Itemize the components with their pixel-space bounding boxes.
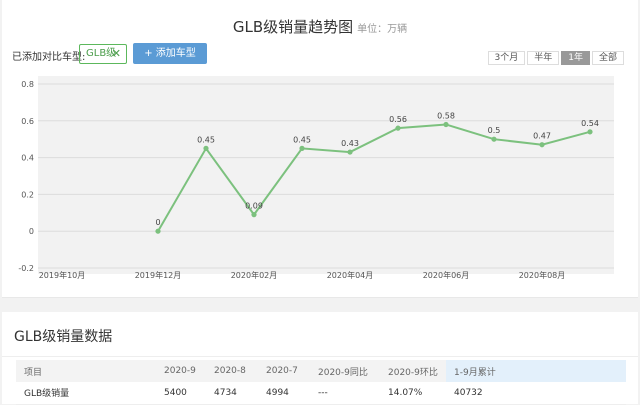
cell-mom: 14.07% [380, 382, 446, 405]
compare-tag[interactable]: GLB级 ✕ [79, 44, 127, 64]
table-heading: GLB级销量数据 [14, 329, 113, 345]
y-tick-label: 0.8 [21, 80, 34, 89]
y-tick-label: 0 [29, 227, 34, 236]
data-point[interactable] [251, 212, 257, 218]
data-point[interactable] [203, 145, 209, 151]
data-point[interactable] [299, 145, 305, 151]
col-item: 项目 [24, 367, 43, 378]
cell-2020-7: 4994 [258, 382, 310, 405]
data-label: 0.45 [293, 135, 311, 144]
chart-unit: 单位：万辆 [357, 24, 408, 35]
y-tick-label: -0.2 [18, 264, 34, 273]
compare-label: 已添加对比车型: [12, 52, 86, 63]
y-tick-label: 0.4 [21, 154, 34, 163]
compare-tag-label: GLB级 [86, 48, 117, 59]
col-2020-7: 2020-7 [266, 366, 298, 376]
table-header-row: 项目 2020-9 2020-8 2020-7 2020-9同比 2020-9环… [16, 360, 626, 382]
range-option-all[interactable]: 全部 [591, 51, 624, 65]
data-point[interactable] [539, 142, 545, 148]
data-label: 0.54 [581, 119, 599, 128]
data-label: 0.58 [437, 111, 455, 120]
col-yoy: 2020-9同比 [318, 367, 368, 378]
chart-title-text: GLB级销量趋势图 [232, 18, 354, 36]
data-point[interactable] [587, 129, 593, 135]
table-row: GLB级销量 5400 4734 4994 --- 14.07% 40732 [16, 382, 626, 405]
col-2020-8: 2020-8 [214, 366, 246, 376]
sales-data-panel: GLB级销量数据 项目 2020-9 2020-8 2020-7 2020-9同… [2, 312, 638, 405]
sales-trend-chart: 0.8 0.6 0.4 0.2 0 -0.2 2019年10月 2019年12月 2020年0… [18, 76, 614, 280]
x-tick-label: 2019年10月 [39, 270, 86, 280]
close-icon[interactable]: ✕ [111, 47, 121, 60]
range-option-3m[interactable]: 3个月 [487, 51, 526, 65]
add-model-button[interactable]: + 添加车型 [133, 43, 207, 64]
range-option-6m[interactable]: 半年 [527, 51, 560, 65]
data-point[interactable] [491, 136, 497, 142]
cell-2020-8: 4734 [206, 382, 258, 405]
trend-panel: GLB级销量趋势图 单位：万辆 已添加对比车型: GLB级 ✕ + 添加车型 3个… [2, 0, 638, 298]
cell-yoy: --- [310, 382, 380, 405]
data-label: 0.5 [488, 126, 501, 135]
data-point[interactable] [155, 228, 161, 234]
col-2020-9: 2020-9 [164, 366, 196, 376]
y-tick-label: 0.6 [21, 117, 34, 126]
series-line [157, 123, 591, 232]
x-tick-label: 2020年06月 [423, 270, 470, 280]
data-label: 0.47 [533, 132, 551, 141]
col-mom: 2020-9环比 [388, 367, 438, 378]
data-label: 0.43 [341, 139, 359, 148]
cell-ytd: 40732 [446, 382, 626, 405]
x-tick-label: 2020年08月 [519, 270, 566, 280]
divider [2, 356, 638, 357]
time-range-selector: 3个月 半年 1年 全部 [486, 51, 624, 65]
data-label: 0.09 [245, 202, 263, 211]
data-point[interactable] [443, 121, 449, 128]
cell-item: GLB级销量 [16, 382, 156, 405]
chart-title: GLB级销量趋势图 单位：万辆 [2, 16, 638, 37]
y-tick-label: 0.2 [21, 190, 34, 199]
col-ytd: 1-9月累计 [446, 360, 626, 382]
range-option-1y[interactable]: 1年 [561, 51, 590, 65]
data-label: 0.45 [197, 135, 215, 144]
x-tick-label: 2020年04月 [327, 270, 374, 280]
data-point[interactable] [395, 125, 401, 131]
sales-table: 项目 2020-9 2020-8 2020-7 2020-9同比 2020-9环… [16, 360, 626, 405]
cell-2020-9: 5400 [156, 382, 206, 405]
data-label: 0 [155, 218, 160, 227]
data-label: 0.56 [389, 115, 407, 124]
x-tick-label: 2019年12月 [135, 270, 182, 280]
plot-area [38, 76, 614, 274]
x-tick-label: 2020年02月 [231, 270, 278, 280]
data-point[interactable] [347, 149, 353, 155]
